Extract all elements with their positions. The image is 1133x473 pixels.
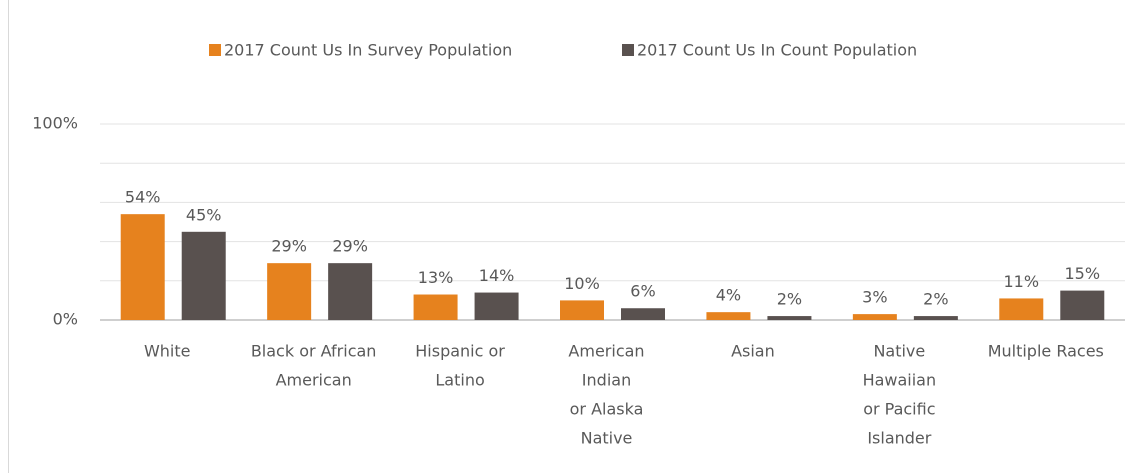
data-label: 54% (125, 188, 161, 207)
data-label: 15% (1065, 264, 1101, 283)
x-tick-label: Asian (731, 342, 775, 361)
data-label: 10% (564, 274, 600, 293)
data-label: 29% (332, 237, 368, 256)
data-label: 2% (923, 290, 948, 309)
legend-swatch (209, 44, 221, 56)
data-label: 45% (186, 205, 222, 224)
data-label: 3% (862, 288, 887, 307)
y-tick-label: 0% (53, 310, 78, 329)
data-label: 29% (271, 237, 307, 256)
x-tick-label: Hawaiian (863, 371, 937, 390)
x-tick-label: Native (581, 429, 633, 448)
legend-label: 2017 Count Us In Survey Population (224, 41, 512, 60)
x-tick-label: American (276, 371, 352, 390)
x-tick-label: Native (873, 342, 925, 361)
legend-swatch (622, 44, 634, 56)
data-label: 4% (716, 286, 741, 305)
bar (621, 308, 665, 320)
x-tick-label: or Alaska (570, 400, 644, 419)
data-label: 6% (630, 282, 655, 301)
data-label: 14% (479, 266, 515, 285)
y-tick-label: 100% (32, 114, 78, 133)
bar (267, 263, 312, 320)
x-tick-label: Indian (582, 371, 631, 390)
x-tick-label: Black or African (251, 342, 377, 361)
bar (474, 292, 519, 320)
bar (181, 231, 226, 320)
legend-label: 2017 Count Us In Count Population (637, 41, 917, 60)
data-label: 11% (1004, 272, 1040, 291)
bar (328, 263, 373, 320)
x-tick-label: White (144, 342, 191, 361)
bar (999, 298, 1044, 320)
x-tick-label: Multiple Races (988, 342, 1104, 361)
x-tick-label: or Pacific (863, 400, 935, 419)
x-tick-label: Islander (867, 429, 931, 448)
bar (560, 300, 604, 320)
bar (913, 316, 958, 320)
x-tick-label: Latino (435, 371, 484, 390)
data-label: 13% (418, 268, 454, 287)
bar (413, 294, 458, 320)
data-label: 2% (777, 290, 802, 309)
bar (1060, 290, 1105, 320)
bar (767, 316, 812, 320)
x-tick-label: Hispanic or (415, 342, 505, 361)
bar (852, 314, 897, 320)
bar (120, 214, 165, 320)
bar (706, 312, 751, 320)
x-tick-label: American (568, 342, 644, 361)
